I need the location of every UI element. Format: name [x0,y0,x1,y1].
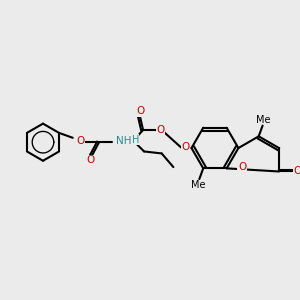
Text: O: O [157,125,165,135]
Text: Me: Me [191,180,206,190]
Text: O: O [136,106,144,116]
Text: H: H [132,135,139,145]
Text: O: O [86,155,94,165]
Text: O: O [238,163,246,172]
Text: O: O [76,136,85,146]
Text: O: O [293,167,300,176]
Text: Me: Me [256,115,271,125]
Text: O: O [182,142,190,152]
Text: NH: NH [116,136,131,146]
